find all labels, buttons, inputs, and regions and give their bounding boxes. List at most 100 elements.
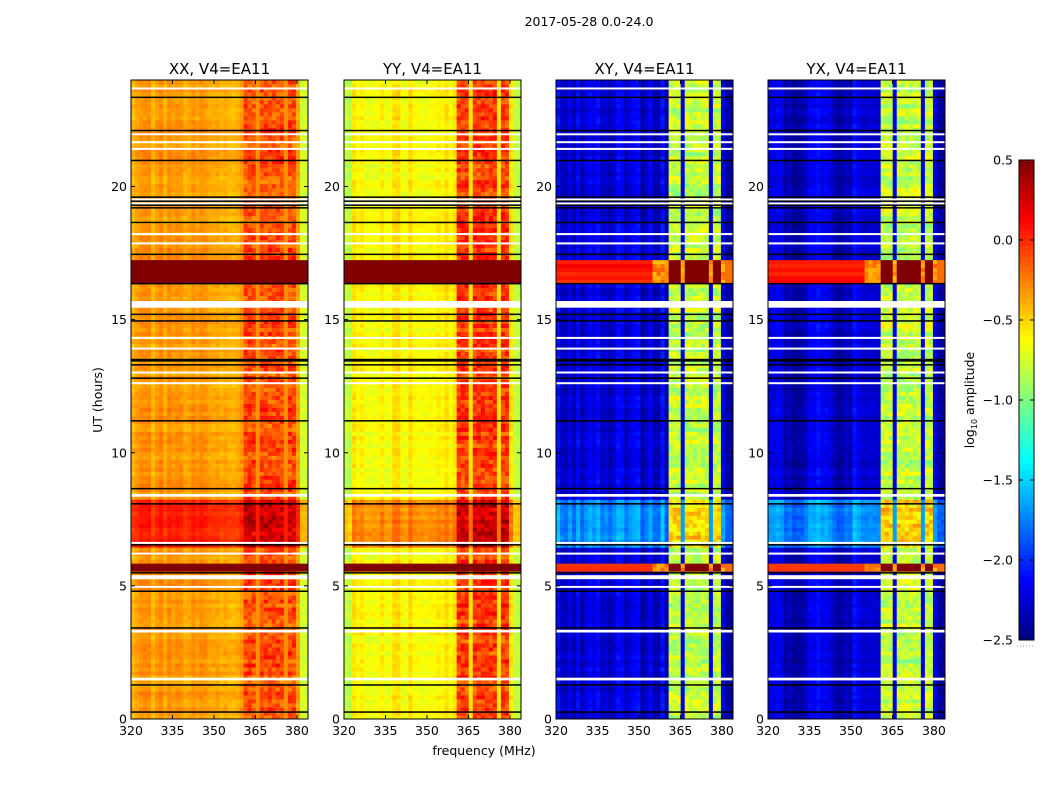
heatmap-cell — [159, 459, 164, 464]
heatmap-cell — [235, 447, 241, 452]
heatmap-cell — [135, 267, 140, 273]
heatmap-cell — [191, 371, 196, 376]
heatmap-cell — [203, 715, 208, 720]
heatmap-cell — [211, 371, 216, 376]
heatmap-cell — [231, 339, 236, 344]
heatmap-cell — [187, 343, 192, 348]
heatmap-cell — [303, 351, 309, 356]
heatmap-cell — [195, 643, 200, 648]
heatmap-cell — [131, 491, 136, 496]
heatmap-cell — [199, 395, 204, 400]
heatmap-cell — [171, 547, 176, 552]
heatmap-cell — [291, 495, 297, 500]
heatmap-cell — [299, 287, 305, 293]
heatmap-cell — [163, 407, 168, 412]
heatmap-cell — [243, 307, 249, 313]
heatmap-cell — [219, 535, 224, 540]
heatmap-cell — [159, 399, 164, 404]
heatmap-cell — [183, 567, 188, 572]
heatmap-cell — [199, 699, 204, 704]
heatmap-cell — [151, 371, 156, 376]
heatmap-cell — [295, 627, 301, 632]
heatmap-cell — [135, 399, 140, 404]
heatmap-cell — [227, 595, 232, 600]
heatmap-cell — [175, 519, 180, 524]
heatmap-cell — [271, 379, 277, 384]
heatmap-cell — [251, 319, 257, 325]
heatmap-cell — [231, 619, 236, 624]
heatmap-cell — [151, 295, 156, 301]
heatmap-cell — [231, 419, 236, 424]
heatmap-cell — [259, 603, 265, 608]
heatmap-cell — [147, 687, 152, 692]
heatmap-cell — [275, 627, 281, 632]
heatmap-cell — [191, 343, 196, 348]
heatmap-cell — [255, 511, 261, 516]
heatmap-cell — [159, 511, 164, 516]
heatmap-cell — [283, 675, 289, 680]
heatmap-cell — [139, 467, 144, 472]
heatmap-cell — [155, 523, 160, 528]
heatmap-cell — [167, 383, 172, 388]
heatmap-cell — [303, 267, 309, 273]
heatmap-cell — [135, 395, 140, 400]
heatmap-cell — [211, 595, 216, 600]
heatmap-cell — [155, 603, 160, 608]
heatmap-cell — [139, 475, 144, 480]
heatmap-cell — [287, 459, 293, 464]
heatmap-cell — [291, 527, 297, 532]
heatmap-cell — [211, 415, 216, 420]
heatmap-cell — [287, 643, 293, 648]
heatmap-cell — [247, 663, 253, 668]
heatmap-cell — [163, 351, 168, 356]
heatmap-cell — [195, 651, 200, 656]
heatmap-cell — [199, 611, 204, 616]
heatmap-cell — [291, 679, 297, 684]
heatmap-cell — [131, 275, 136, 281]
heatmap-cell — [243, 471, 249, 476]
heatmap-cell — [175, 579, 180, 584]
heatmap-cell — [147, 607, 152, 612]
heatmap-cell — [255, 379, 261, 384]
heatmap-cell — [143, 503, 148, 508]
heatmap-cell — [135, 527, 140, 532]
heatmap-cell — [295, 599, 301, 604]
heatmap-cell — [155, 323, 160, 329]
heatmap-cell — [259, 547, 265, 552]
heatmap-cell — [155, 527, 160, 532]
heatmap-cell — [135, 603, 140, 608]
heatmap-cell — [251, 463, 257, 468]
heatmap-cell — [267, 707, 273, 712]
heatmap-cell — [139, 411, 144, 416]
heatmap-cell — [211, 323, 216, 329]
heatmap-cell — [191, 587, 196, 592]
heatmap-cell — [271, 603, 277, 608]
heatmap-cell — [175, 535, 180, 540]
heatmap-cell — [279, 547, 285, 552]
heatmap-cell — [267, 439, 273, 444]
heatmap-cell — [139, 519, 144, 524]
heatmap-cell — [259, 403, 265, 408]
heatmap-cell — [271, 415, 277, 420]
heatmap-cell — [215, 395, 220, 400]
heatmap-cell — [299, 651, 305, 656]
heatmap-cell — [235, 315, 241, 321]
heatmap-cell — [235, 531, 241, 536]
heatmap-cell — [267, 583, 273, 588]
heatmap-cell — [135, 327, 140, 332]
heatmap-cell — [255, 691, 261, 696]
heatmap-cell — [211, 511, 216, 516]
heatmap-cell — [199, 663, 204, 668]
heatmap-cell — [295, 483, 301, 488]
heatmap-cell — [183, 451, 188, 456]
heatmap-cell — [271, 471, 277, 476]
heatmap-cell — [279, 391, 285, 396]
heatmap-cell — [267, 451, 273, 456]
heatmap-cell — [219, 475, 224, 480]
heatmap-cell — [291, 427, 297, 432]
heatmap-cell — [291, 579, 297, 584]
heatmap-cell — [259, 463, 265, 468]
heatmap-cell — [171, 371, 176, 376]
heatmap-cell — [139, 635, 144, 640]
heatmap-cell — [275, 455, 281, 460]
